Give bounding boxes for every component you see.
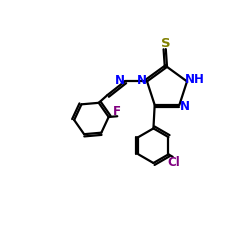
Text: F: F: [113, 105, 121, 118]
Text: N: N: [137, 74, 147, 87]
Text: Cl: Cl: [167, 156, 180, 169]
Text: S: S: [161, 37, 170, 50]
Text: N: N: [180, 100, 190, 113]
Text: NH: NH: [184, 73, 204, 86]
Text: N: N: [115, 74, 125, 87]
